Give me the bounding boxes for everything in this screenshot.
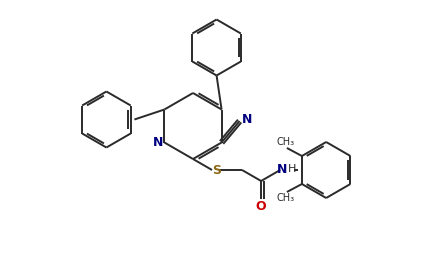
Text: H: H <box>288 164 296 174</box>
Text: N: N <box>241 113 252 125</box>
Text: O: O <box>256 199 266 213</box>
Text: N: N <box>153 136 164 149</box>
Text: N: N <box>277 162 288 176</box>
Text: CH₃: CH₃ <box>277 137 295 147</box>
Text: CH₃: CH₃ <box>277 193 295 203</box>
Text: S: S <box>213 165 221 177</box>
